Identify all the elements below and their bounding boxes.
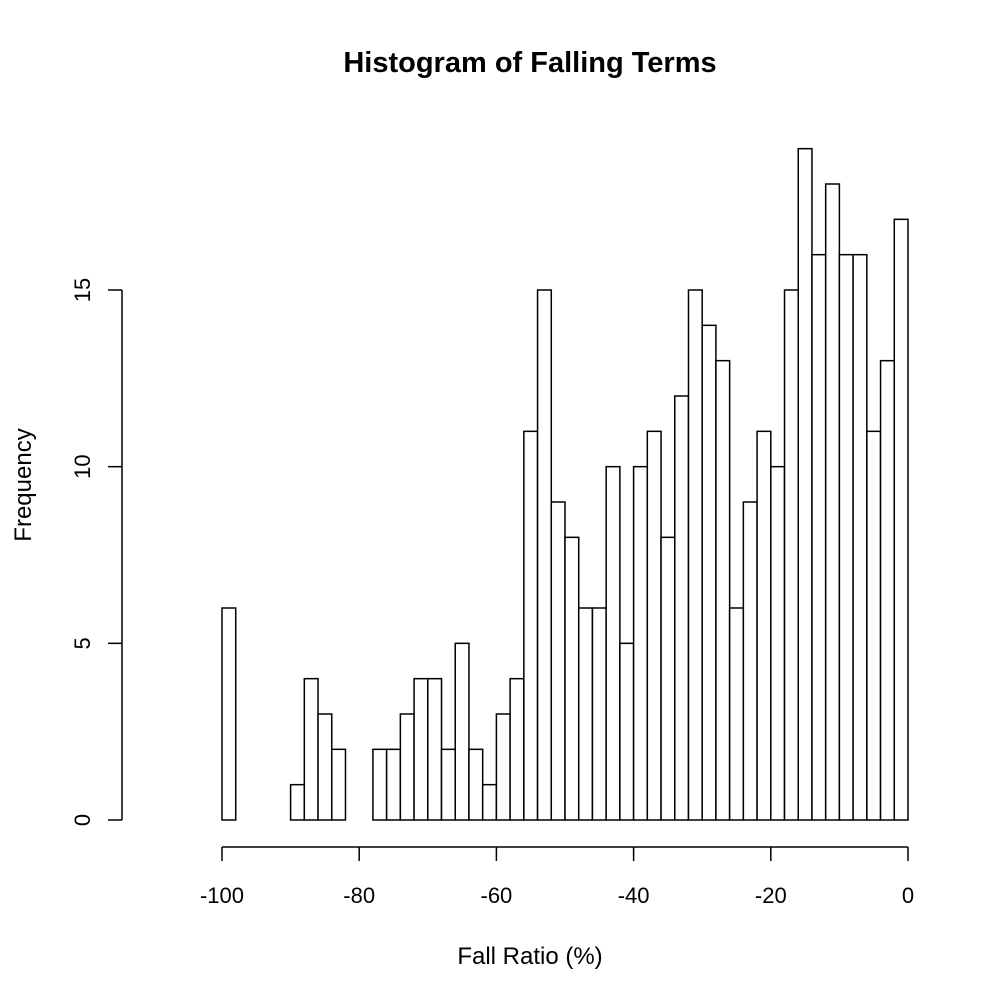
histogram-bar (756, 430, 772, 821)
histogram-bar (564, 536, 580, 821)
y-tick-label: 10 (70, 454, 95, 478)
histogram-bar (701, 324, 717, 821)
y-tick-label: 15 (70, 278, 95, 302)
x-tick-label: -100 (200, 883, 244, 908)
histogram-bar (687, 289, 703, 821)
histogram-bar (866, 430, 882, 821)
histogram-bar (646, 430, 662, 821)
histogram-bar (427, 677, 443, 821)
x-tick-label: -60 (481, 883, 513, 908)
histogram-bar (591, 607, 607, 821)
histogram-bar (674, 395, 690, 821)
y-axis: 0 5 10 15 (70, 278, 123, 826)
x-tick-label: 0 (902, 883, 914, 908)
histogram-bar (605, 465, 621, 821)
histogram-bar (660, 536, 676, 821)
histogram-bar (331, 748, 347, 821)
x-tick-label: -80 (343, 883, 375, 908)
histogram-bar (317, 713, 333, 821)
histogram-bar (385, 748, 402, 821)
histogram-bar (619, 642, 635, 821)
histogram-bar (440, 748, 456, 821)
histogram-bar (824, 183, 841, 821)
x-tick-label: -40 (618, 883, 650, 908)
histogram-bar (454, 642, 470, 821)
histogram-bar (468, 748, 484, 821)
histogram-bar (221, 607, 237, 821)
histogram-bar (838, 253, 854, 821)
histogram-bar (893, 218, 909, 821)
histogram-bar (372, 748, 388, 821)
x-axis-label: Fall Ratio (%) (457, 943, 602, 970)
histogram-bar (632, 465, 649, 821)
y-axis-label: Frequency (10, 428, 37, 541)
y-tick-label: 0 (70, 814, 95, 826)
histogram-bar (303, 677, 319, 821)
histogram-bar (770, 465, 786, 821)
chart-title: Histogram of Falling Terms (343, 47, 716, 79)
x-tick-label: -20 (755, 883, 787, 908)
histogram-bar (550, 501, 566, 821)
histogram-bar (577, 607, 594, 821)
histogram-bar (413, 677, 429, 821)
histogram-bar (523, 430, 539, 821)
histogram-bar (879, 359, 896, 821)
histogram-bars (221, 147, 909, 821)
x-axis: -100 -80 -60 -40 -20 0 (200, 846, 914, 908)
histogram-bar (811, 253, 827, 821)
histogram-bar (536, 289, 553, 821)
histogram-bar (509, 677, 525, 821)
histogram-bar (797, 147, 813, 821)
histogram-bar (742, 501, 758, 821)
histogram-bar (481, 783, 498, 821)
histogram-bar (715, 359, 731, 821)
y-tick-label: 5 (70, 637, 95, 649)
histogram-bar (728, 607, 745, 821)
histogram-bar (399, 713, 415, 821)
histogram-bar (852, 253, 868, 821)
histogram-bar (783, 289, 799, 821)
histogram-bar (495, 713, 511, 821)
histogram-bar (289, 783, 306, 821)
